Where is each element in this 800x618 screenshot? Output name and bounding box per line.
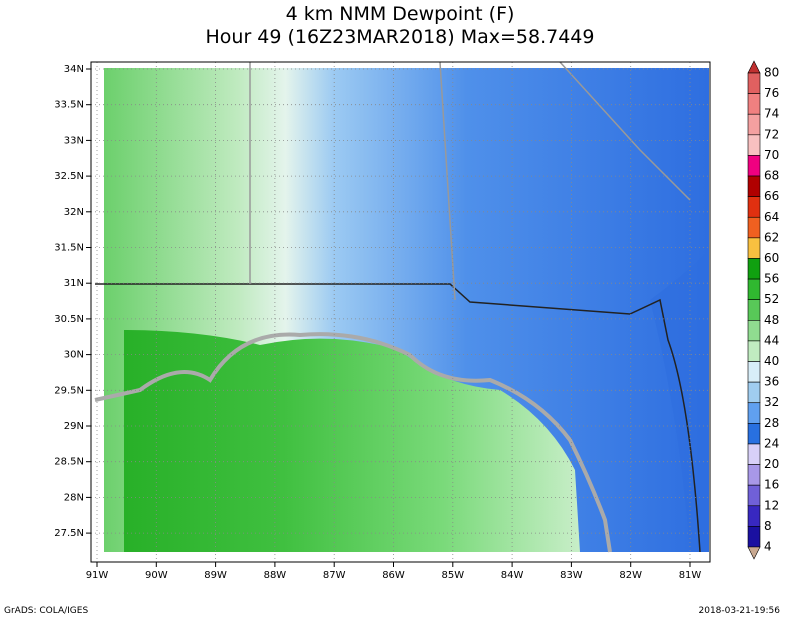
- colorbar-box: [747, 175, 761, 197]
- colorbar: 8076747270686664626056524844403632282420…: [747, 60, 779, 560]
- lon-label: 86W: [382, 570, 405, 581]
- state-lines: [249, 61, 691, 301]
- colorbar-box: [747, 237, 761, 259]
- colorbar-cap-bottom: [747, 546, 761, 560]
- lon-label: 88W: [264, 570, 287, 581]
- colorbar-label: 44: [764, 333, 779, 347]
- lat-label: 33N: [64, 135, 84, 146]
- colorbar-box: [747, 526, 761, 548]
- colorbar-box: [747, 340, 761, 362]
- colorbar-box: [747, 113, 761, 136]
- colorbar-label: 28: [764, 416, 779, 430]
- colorbar-box: [747, 134, 761, 156]
- lon-label: 81W: [679, 570, 702, 581]
- state-border: [95, 283, 701, 553]
- colorbar-box: [747, 402, 761, 424]
- colorbar-label: 36: [764, 375, 779, 389]
- colorbar-box: [747, 258, 761, 280]
- colorbar-box: [747, 299, 761, 321]
- colorbar-box: [747, 464, 761, 486]
- lat-label: 29.5N: [54, 385, 84, 396]
- lon-label: 85W: [441, 570, 464, 581]
- colorbar-label: 60: [764, 251, 779, 265]
- colorbar-label: 56: [764, 272, 779, 286]
- lon-label: 90W: [145, 570, 168, 581]
- colorbar-label: 16: [764, 478, 779, 492]
- colorbar-cap-top: [747, 60, 761, 74]
- lat-label: 27.5N: [54, 528, 84, 539]
- title-line-2: Hour 49 (16Z23MAR2018) Max=58.7449: [206, 26, 595, 48]
- lon-label: 91W: [86, 570, 109, 581]
- graticule: [86, 62, 710, 567]
- colorbar-label: 32: [764, 395, 779, 409]
- colorbar-label: 76: [764, 86, 779, 100]
- colorbar-label: 20: [764, 457, 779, 471]
- colorbar-box: [747, 320, 761, 342]
- colorbar-label: 24: [764, 436, 779, 450]
- colorbar-label: 68: [764, 169, 779, 183]
- coastline: [94, 332, 612, 553]
- colorbar-label: 74: [764, 107, 779, 121]
- title-line-1: 4 km NMM Dewpoint (F): [286, 3, 515, 25]
- colorbar-box: [747, 216, 761, 239]
- lat-label: 34N: [64, 64, 84, 75]
- colorbar-box: [747, 93, 761, 115]
- colorbar-label: 64: [764, 210, 779, 224]
- colorbar-label: 80: [764, 66, 779, 80]
- lat-label: 31.5N: [54, 243, 84, 254]
- colorbar-label: 52: [764, 292, 779, 306]
- colorbar-label: 66: [764, 189, 779, 203]
- colorbar-label: 48: [764, 313, 779, 327]
- colorbar-box: [747, 505, 761, 527]
- lat-label: 29N: [64, 421, 84, 432]
- colorbar-box: [747, 196, 761, 218]
- colorbar-box: [747, 278, 761, 300]
- colorbar-box: [747, 155, 761, 177]
- colorbar-box: [747, 361, 761, 383]
- colorbar-label: 72: [764, 127, 779, 141]
- lon-label: 84W: [501, 570, 524, 581]
- lat-label: 32N: [64, 207, 84, 218]
- lat-label: 28N: [64, 492, 84, 503]
- footer-right: 2018-03-21-19:56: [699, 606, 781, 616]
- colorbar-label: 62: [764, 230, 779, 244]
- colorbar-label: 8: [764, 519, 772, 533]
- lat-label: 28.5N: [54, 457, 84, 468]
- lat-label: 31N: [64, 278, 84, 289]
- map-frame: [90, 61, 711, 563]
- colorbar-label: 12: [764, 498, 779, 512]
- lat-label: 33.5N: [54, 100, 84, 111]
- lat-label: 30N: [64, 350, 84, 361]
- colorbar-label: 40: [764, 354, 779, 368]
- gulf-field: [124, 330, 580, 552]
- colorbar-box: [747, 484, 761, 507]
- colorbar-box: [747, 423, 761, 445]
- colorbar-label: 70: [764, 148, 779, 162]
- lon-label: 83W: [560, 570, 583, 581]
- lat-label: 32.5N: [54, 171, 84, 182]
- lat-label: 30.5N: [54, 314, 84, 325]
- colorbar-label: 4: [764, 540, 772, 554]
- colorbar-box: [747, 443, 761, 465]
- lon-label: 87W: [323, 570, 346, 581]
- colorbar-box: [747, 381, 761, 404]
- colorbar-box: [747, 72, 761, 94]
- lon-label: 82W: [619, 570, 642, 581]
- lon-label: 89W: [204, 570, 227, 581]
- footer-left: GrADS: COLA/IGES: [4, 606, 88, 616]
